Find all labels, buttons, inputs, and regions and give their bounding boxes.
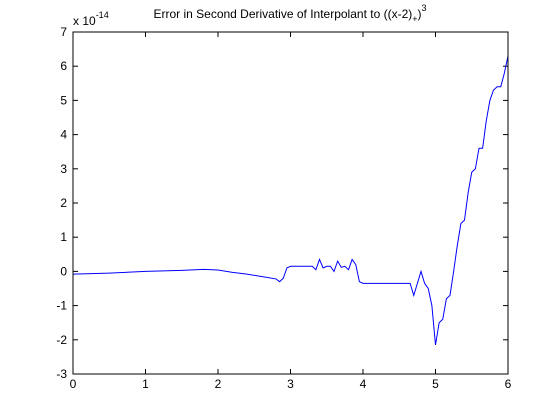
- x-tick-label: 5: [432, 377, 439, 391]
- y-tick-label: 1: [60, 230, 67, 244]
- exponent-label: x 10-14: [73, 10, 109, 28]
- plot-area: [73, 32, 508, 374]
- y-tick-label: 6: [60, 59, 67, 73]
- y-tick-label: -1: [56, 299, 67, 313]
- x-tick-label: 4: [360, 377, 367, 391]
- y-tick-label: 0: [60, 264, 67, 278]
- exponent-base: x 10: [73, 14, 96, 28]
- x-tick-label: 3: [287, 377, 294, 391]
- series-layer: [72, 55, 509, 346]
- y-tick-label: 7: [60, 25, 67, 39]
- y-tick-label: -3: [56, 367, 67, 381]
- x-tick-label: 1: [142, 377, 149, 391]
- plot-frame: [72, 31, 509, 375]
- y-tick-label: 5: [60, 93, 67, 107]
- x-axis-ticks: 0 1 2 3 4 5 6: [70, 32, 512, 391]
- exponent-power: -14: [96, 10, 109, 20]
- y-tick-label: 3: [60, 162, 67, 176]
- chart-title-superscript: 3: [422, 3, 427, 13]
- x-tick-label: 6: [505, 377, 512, 391]
- chart-title-subscript: +: [412, 14, 417, 24]
- chart-title-close: ): [418, 7, 422, 21]
- y-tick-label: -2: [56, 333, 67, 347]
- x-tick-label: 0: [70, 377, 77, 391]
- x-tick-label: 2: [215, 377, 222, 391]
- chart-title-main: Error in Second Derivative of Interpolan…: [153, 7, 412, 21]
- chart-title: Error in Second Derivative of Interpolan…: [153, 3, 426, 24]
- y-tick-label: 2: [60, 196, 67, 210]
- y-tick-label: 4: [60, 128, 67, 142]
- series-line: [72, 55, 509, 346]
